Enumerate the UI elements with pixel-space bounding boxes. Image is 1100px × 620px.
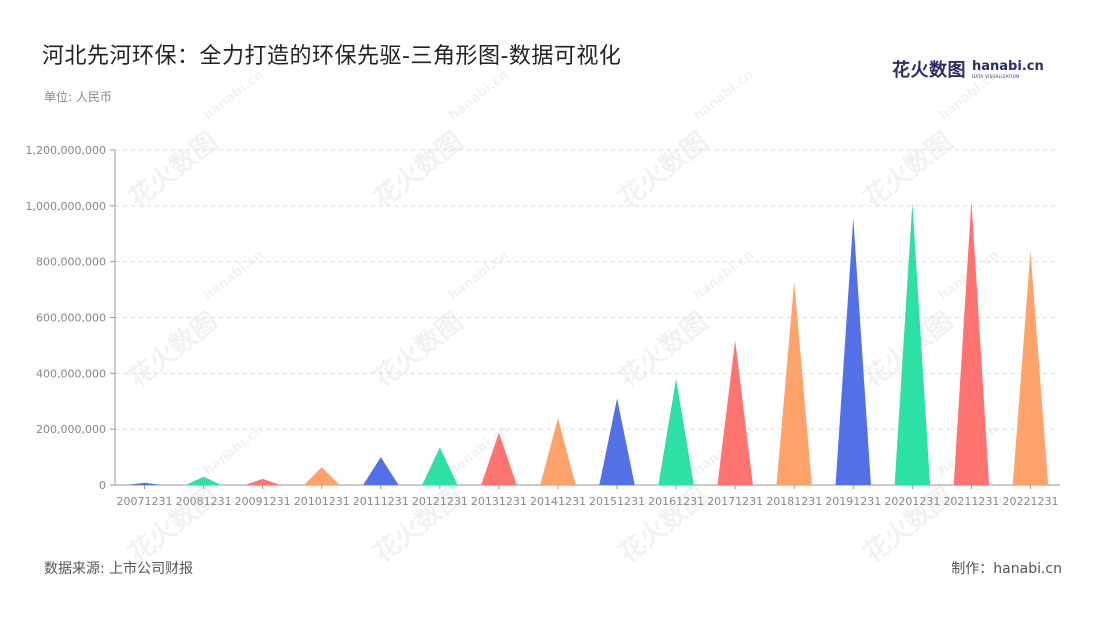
triangle-bar (540, 418, 576, 485)
logo-en-subtext: DATA VISUALIZATION (972, 73, 1020, 79)
triangle-bar (599, 398, 635, 485)
x-tick-label: 20151231 (589, 495, 645, 508)
x-tick-label: 20121231 (412, 495, 468, 508)
logo-en-text: hanabi.cn (972, 58, 1044, 74)
triangle-bar (126, 482, 163, 485)
triangle-bar (185, 476, 222, 485)
y-tick-label: 600,000,000 (36, 312, 106, 325)
triangle-bar (481, 432, 517, 485)
y-tick-label: 400,000,000 (36, 367, 106, 380)
y-tick-label: 200,000,000 (36, 423, 106, 436)
x-tick-label: 20191231 (825, 495, 881, 508)
triangle-bar (776, 281, 812, 485)
x-tick-label: 20201231 (884, 495, 940, 508)
x-tick-label: 20181231 (766, 495, 822, 508)
unit-label: 单位: 人民币 (44, 90, 112, 104)
triangle-bar (422, 447, 458, 485)
x-tick-label: 20211231 (943, 495, 999, 508)
x-tick-label: 20071231 (117, 495, 173, 508)
triangle-bar (244, 478, 281, 485)
triangle-bar (717, 340, 753, 485)
triangle-bar (953, 200, 990, 485)
x-tick-label: 20221231 (1002, 495, 1058, 508)
chart-title: 河北先河环保：全力打造的环保先驱-三角形图-数据可视化 (42, 44, 622, 69)
logo-cn-text: 花火数图 (892, 60, 966, 81)
triangle-bar (894, 203, 931, 485)
triangle-bar (363, 457, 399, 485)
x-tick-label: 20131231 (471, 495, 527, 508)
y-tick-label: 0 (99, 479, 106, 492)
x-tick-label: 20091231 (235, 495, 291, 508)
triangle-bar (658, 378, 694, 485)
triangle-bar (304, 467, 340, 485)
x-tick-label: 20171231 (707, 495, 763, 508)
x-tick-label: 20111231 (353, 495, 409, 508)
y-tick-label: 1,000,000,000 (26, 200, 106, 213)
x-tick-label: 20161231 (648, 495, 704, 508)
x-tick-label: 20101231 (294, 495, 350, 508)
y-tick-label: 800,000,000 (36, 256, 106, 269)
credit-label: 制作：hanabi.cn (951, 561, 1062, 577)
data-source: 数据来源: 上市公司财报 (44, 561, 194, 577)
triangle-bar (1012, 251, 1049, 485)
logo-en-block: hanabi.cn DATA VISUALIZATION (972, 60, 1044, 79)
x-tick-label: 20141231 (530, 495, 586, 508)
triangle-bar (835, 218, 871, 486)
y-tick-label: 1,200,000,000 (26, 144, 106, 157)
brand-logo: 花火数图 hanabi.cn DATA VISUALIZATION (892, 56, 1044, 82)
x-tick-label: 20081231 (176, 495, 232, 508)
